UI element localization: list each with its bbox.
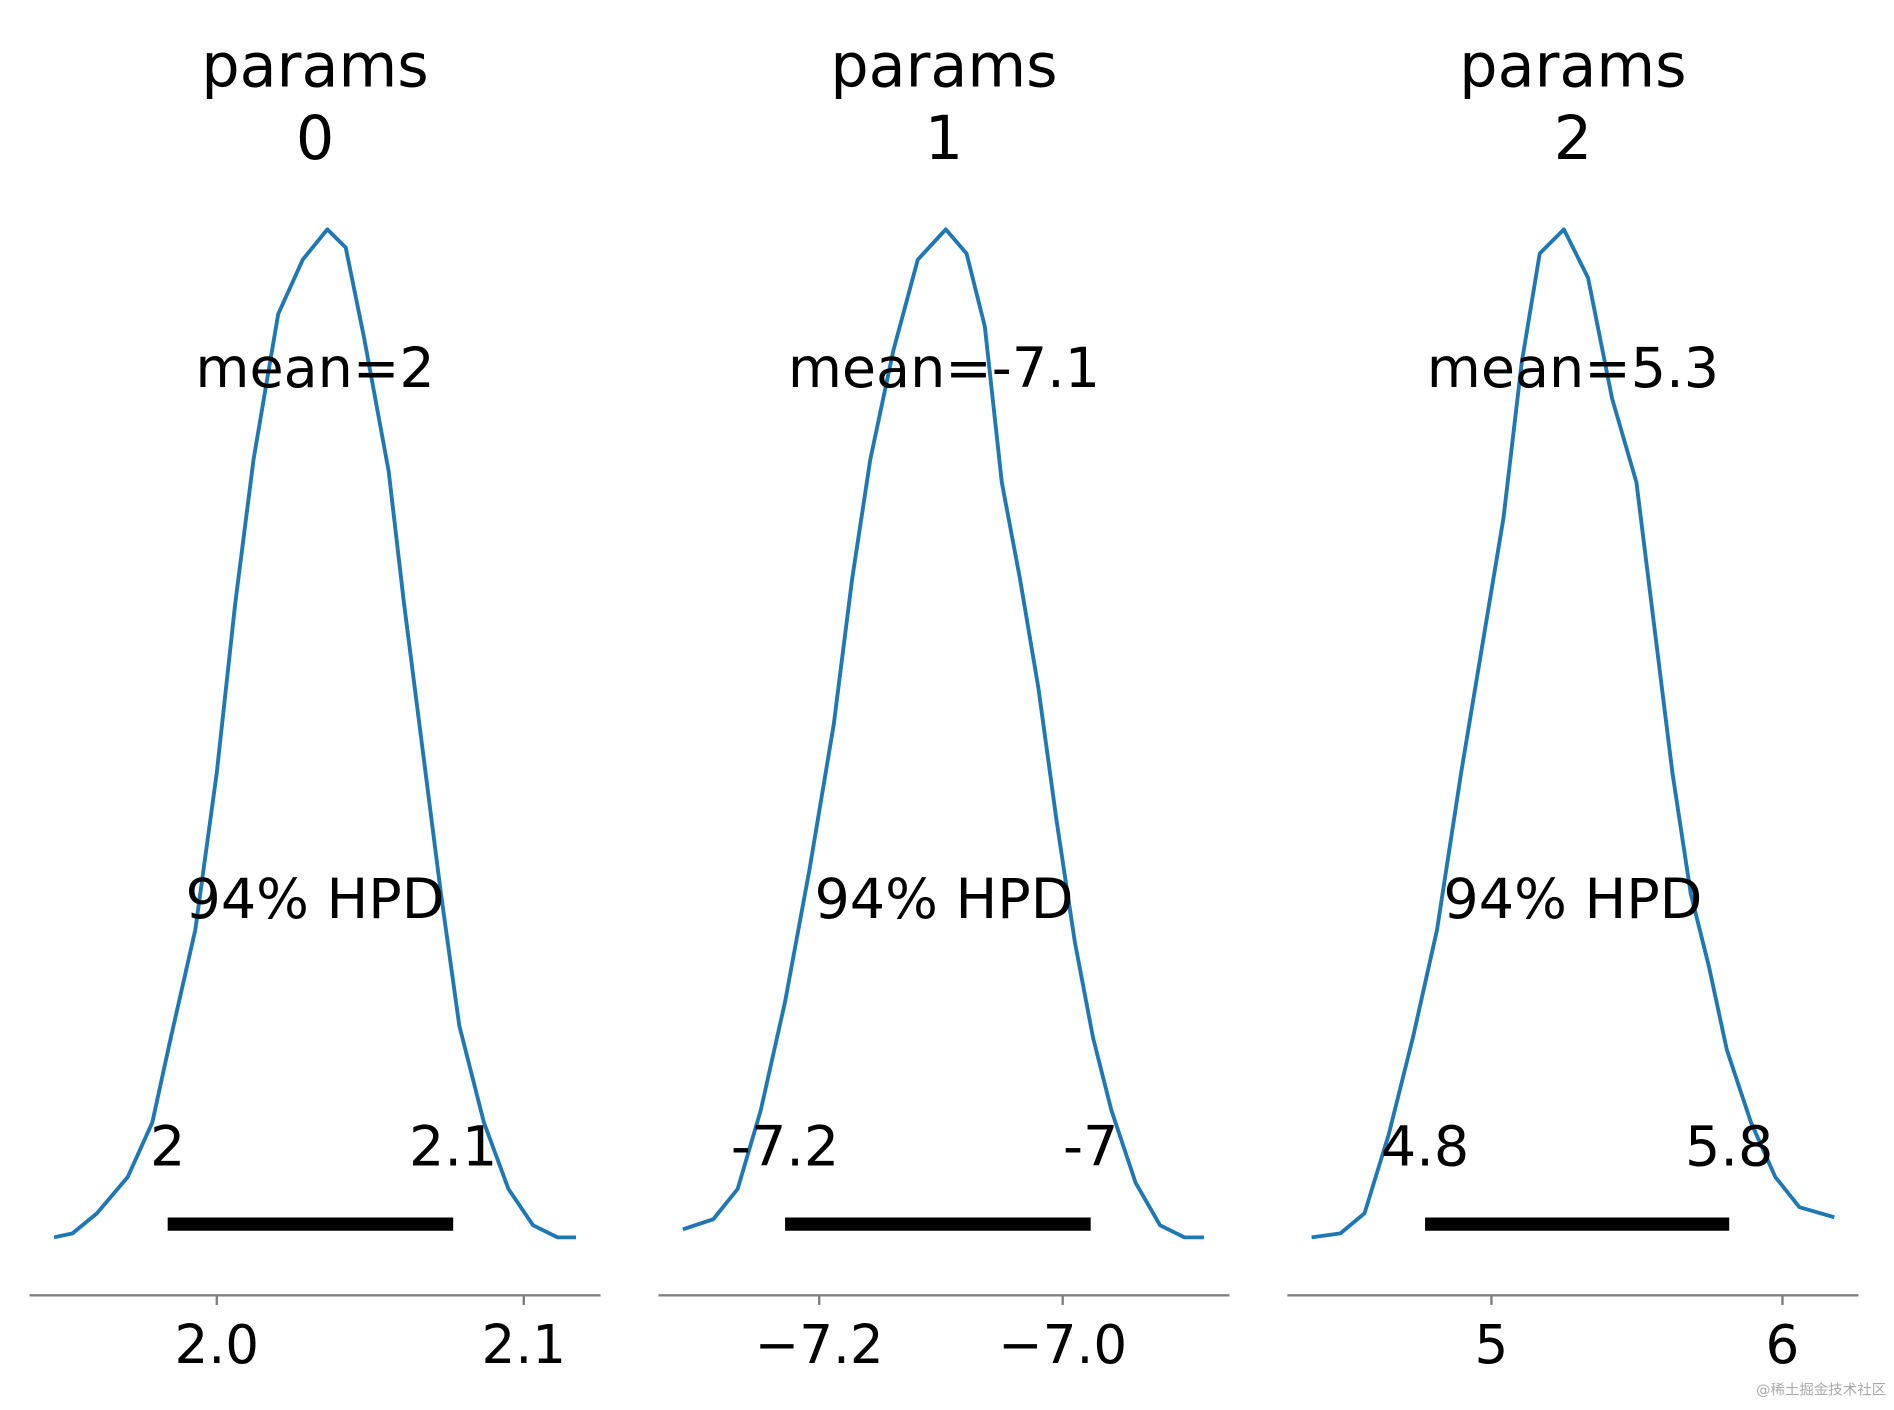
hpd-label: 94% HPD — [186, 867, 445, 932]
hpd-label: 94% HPD — [814, 867, 1073, 932]
panel-title: params — [1459, 32, 1686, 102]
panel-title: 0 — [296, 104, 334, 174]
panel-title: 2 — [1554, 104, 1592, 174]
x-tick-label: 2.1 — [482, 1314, 566, 1376]
panel-title: params — [830, 32, 1057, 102]
hpd-value-label: 4.8 — [1381, 1115, 1469, 1180]
hpd-value-label: 5.8 — [1685, 1115, 1773, 1180]
panel-title: 1 — [925, 104, 963, 174]
panel-title: params — [201, 32, 428, 102]
x-tick-label: −7.2 — [755, 1314, 884, 1376]
mean-label: mean=5.3 — [1427, 336, 1719, 401]
hpd-label: 94% HPD — [1443, 867, 1702, 932]
x-tick-label: 2.0 — [175, 1314, 259, 1376]
hpd-value-label: 2 — [150, 1115, 185, 1180]
density-line — [682, 227, 1204, 1240]
density-line — [1311, 227, 1835, 1240]
mean-label: mean=-7.1 — [788, 336, 1100, 401]
hpd-value-label: -7.2 — [731, 1115, 839, 1180]
x-tick-label: 6 — [1766, 1314, 1800, 1376]
density-line — [53, 227, 577, 1240]
hpd-value-label: 2.1 — [409, 1115, 497, 1180]
hpd-value-label: -7 — [1063, 1115, 1118, 1180]
x-tick-label: −7.0 — [998, 1314, 1127, 1376]
mean-label: mean=2 — [195, 336, 434, 401]
x-tick-label: 5 — [1475, 1314, 1509, 1376]
watermark: @稀土掘金技术社区 — [1756, 1382, 1886, 1399]
